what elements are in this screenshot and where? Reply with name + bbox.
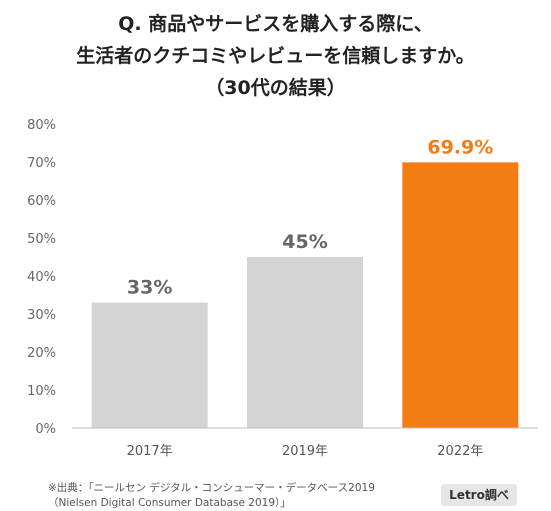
x-tick-label: 2019年 — [282, 444, 328, 459]
source-note-line2: （Nielsen Digital Consumer Database 2019）… — [48, 497, 291, 509]
data-label: 69.9% — [427, 136, 493, 158]
y-tick-label: 70% — [27, 156, 56, 171]
research-badge: Letro調べ — [441, 484, 517, 506]
bar — [247, 257, 363, 428]
data-label: 45% — [282, 231, 327, 253]
source-note-line1: ※出典：「ニールセン デジタル・コンシューマー・データベース2019 — [48, 482, 375, 494]
chart-title-line1: Q. 商品やサービスを購入する際に、 — [118, 13, 433, 35]
y-tick-label: 50% — [27, 232, 56, 247]
y-tick-label: 60% — [27, 194, 56, 209]
chart-title-line2: 生活者のクチコミやレビューを信頼しますか。 — [76, 45, 475, 67]
y-tick-label: 80% — [27, 118, 56, 133]
bar-chart: 0% 10% 20% 30% 40% 50% 60% 70% 80% 33% 2017年 45% 201… — [27, 118, 538, 459]
y-tick-label: 10% — [27, 384, 56, 399]
chart-title-line3: （30代の結果） — [205, 77, 346, 99]
y-tick-label: 0% — [35, 422, 56, 437]
x-tick-label: 2017年 — [127, 444, 173, 459]
y-tick-label: 40% — [27, 270, 56, 285]
bar — [91, 302, 208, 428]
y-tick-label: 30% — [27, 308, 56, 323]
x-tick-label: 2022年 — [437, 444, 483, 459]
y-tick-label: 20% — [27, 346, 56, 361]
data-label: 33% — [127, 277, 172, 299]
bar — [402, 162, 519, 428]
